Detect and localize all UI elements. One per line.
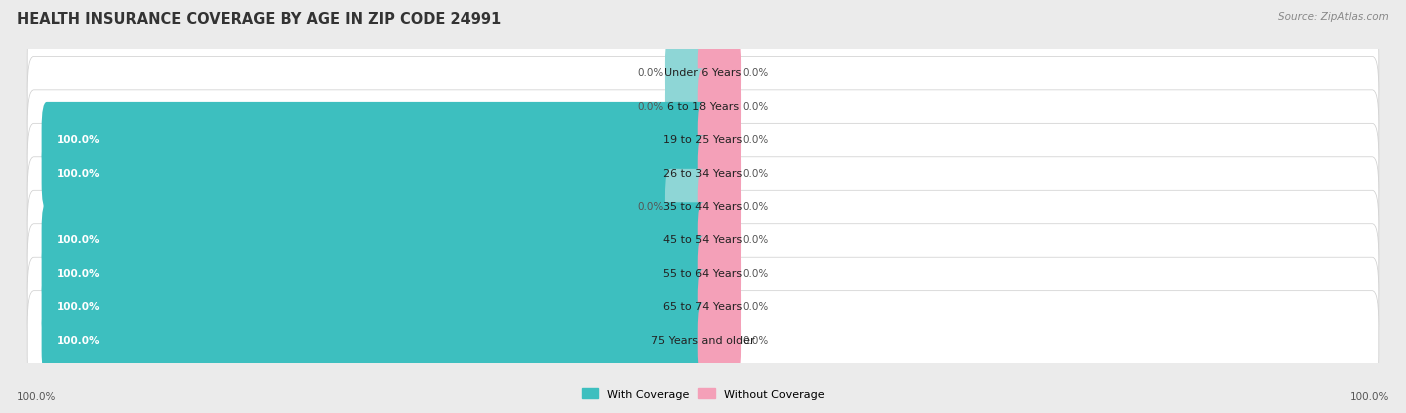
Text: 100.0%: 100.0%	[17, 391, 56, 401]
Text: 0.0%: 0.0%	[742, 335, 769, 345]
Text: 75 Years and older: 75 Years and older	[651, 335, 755, 345]
FancyBboxPatch shape	[42, 270, 709, 344]
FancyBboxPatch shape	[27, 157, 1379, 256]
FancyBboxPatch shape	[27, 191, 1379, 289]
Text: 65 to 74 Years: 65 to 74 Years	[664, 301, 742, 312]
Text: 0.0%: 0.0%	[742, 235, 769, 245]
Text: 0.0%: 0.0%	[742, 268, 769, 278]
FancyBboxPatch shape	[665, 69, 709, 143]
Text: 0.0%: 0.0%	[742, 101, 769, 112]
FancyBboxPatch shape	[42, 203, 709, 277]
FancyBboxPatch shape	[697, 169, 741, 244]
Text: 100.0%: 100.0%	[56, 301, 100, 312]
FancyBboxPatch shape	[27, 24, 1379, 122]
FancyBboxPatch shape	[665, 169, 709, 244]
Text: 100.0%: 100.0%	[56, 235, 100, 245]
FancyBboxPatch shape	[697, 236, 741, 310]
Text: 0.0%: 0.0%	[742, 68, 769, 78]
Text: 100.0%: 100.0%	[56, 135, 100, 145]
Text: Under 6 Years: Under 6 Years	[665, 68, 741, 78]
Text: 6 to 18 Years: 6 to 18 Years	[666, 101, 740, 112]
Text: 0.0%: 0.0%	[742, 301, 769, 312]
Text: 0.0%: 0.0%	[742, 135, 769, 145]
Text: 0.0%: 0.0%	[637, 68, 664, 78]
Text: 100.0%: 100.0%	[56, 168, 100, 178]
Text: 26 to 34 Years: 26 to 34 Years	[664, 168, 742, 178]
Text: 0.0%: 0.0%	[742, 168, 769, 178]
FancyBboxPatch shape	[42, 303, 709, 377]
FancyBboxPatch shape	[42, 136, 709, 210]
FancyBboxPatch shape	[27, 90, 1379, 189]
Text: 0.0%: 0.0%	[742, 202, 769, 211]
FancyBboxPatch shape	[697, 270, 741, 344]
FancyBboxPatch shape	[27, 258, 1379, 356]
Text: Source: ZipAtlas.com: Source: ZipAtlas.com	[1278, 12, 1389, 22]
Legend: With Coverage, Without Coverage: With Coverage, Without Coverage	[576, 384, 830, 404]
Text: 55 to 64 Years: 55 to 64 Years	[664, 268, 742, 278]
FancyBboxPatch shape	[27, 224, 1379, 323]
Text: 0.0%: 0.0%	[637, 101, 664, 112]
FancyBboxPatch shape	[27, 124, 1379, 222]
FancyBboxPatch shape	[27, 291, 1379, 389]
FancyBboxPatch shape	[697, 69, 741, 143]
FancyBboxPatch shape	[42, 103, 709, 177]
Text: 0.0%: 0.0%	[637, 202, 664, 211]
FancyBboxPatch shape	[697, 203, 741, 277]
Text: 100.0%: 100.0%	[56, 268, 100, 278]
FancyBboxPatch shape	[42, 236, 709, 310]
Text: 35 to 44 Years: 35 to 44 Years	[664, 202, 742, 211]
Text: 19 to 25 Years: 19 to 25 Years	[664, 135, 742, 145]
FancyBboxPatch shape	[27, 57, 1379, 155]
Text: 100.0%: 100.0%	[56, 335, 100, 345]
FancyBboxPatch shape	[697, 36, 741, 110]
FancyBboxPatch shape	[697, 136, 741, 210]
Text: 100.0%: 100.0%	[1350, 391, 1389, 401]
Text: HEALTH INSURANCE COVERAGE BY AGE IN ZIP CODE 24991: HEALTH INSURANCE COVERAGE BY AGE IN ZIP …	[17, 12, 501, 27]
Text: 45 to 54 Years: 45 to 54 Years	[664, 235, 742, 245]
FancyBboxPatch shape	[697, 303, 741, 377]
FancyBboxPatch shape	[665, 36, 709, 110]
FancyBboxPatch shape	[697, 103, 741, 177]
